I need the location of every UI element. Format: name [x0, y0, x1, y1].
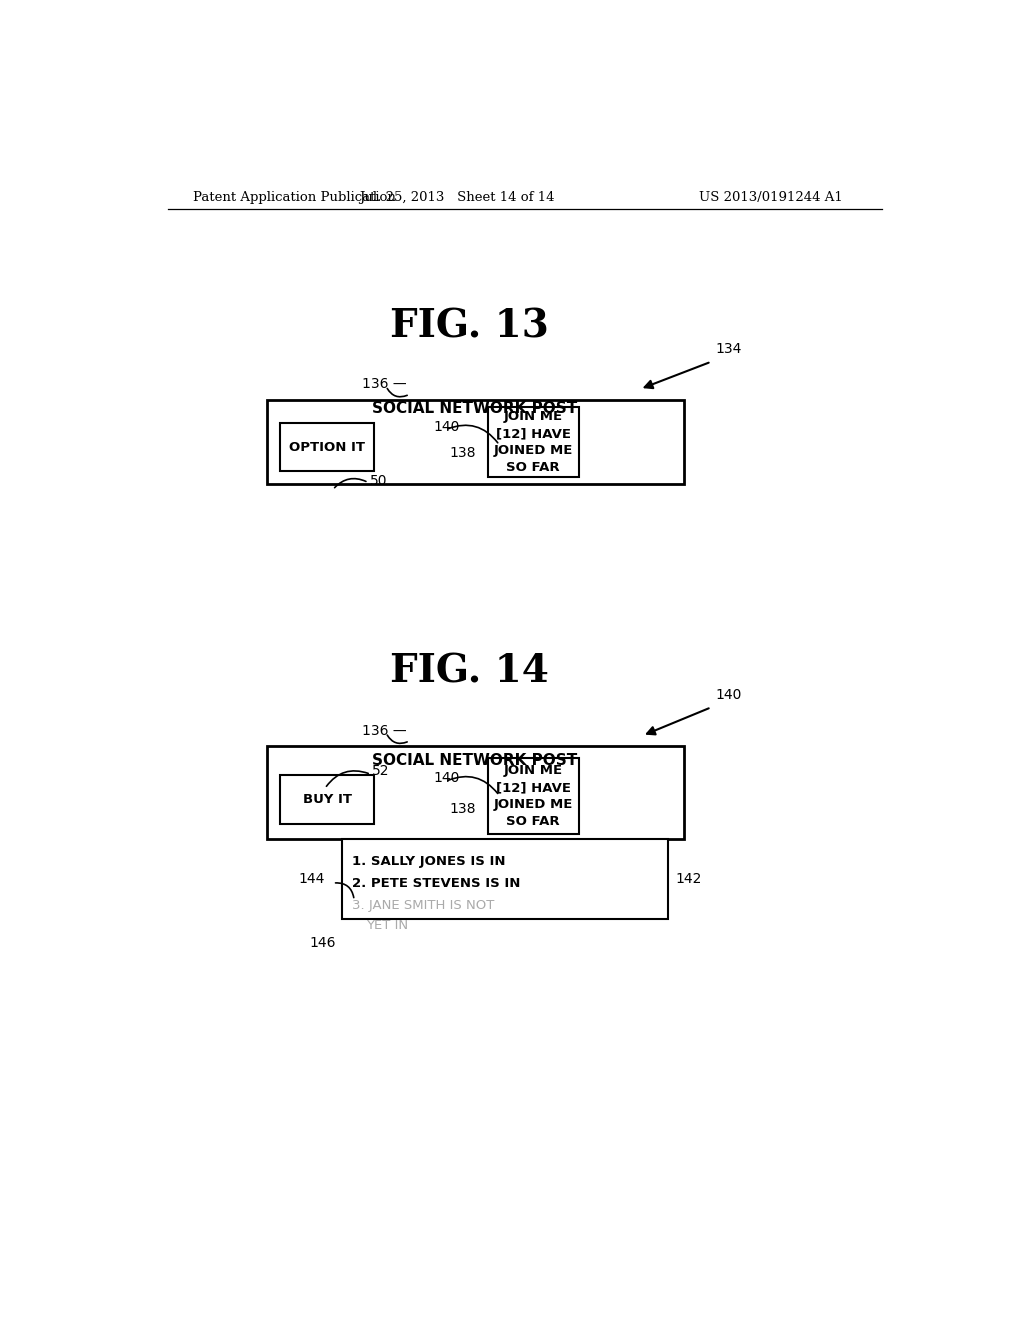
Text: 142: 142	[676, 873, 702, 886]
Text: 2. PETE STEVENS IS IN: 2. PETE STEVENS IS IN	[352, 876, 520, 890]
Bar	[342, 840, 668, 919]
Text: 144: 144	[298, 873, 325, 886]
Text: JOIN ME
[12] HAVE
JOINED ME
SO FAR: JOIN ME [12] HAVE JOINED ME SO FAR	[494, 764, 572, 828]
Text: YET IN: YET IN	[367, 919, 409, 932]
Text: 134: 134	[715, 342, 741, 356]
Bar	[281, 422, 374, 471]
Text: 50: 50	[370, 474, 387, 487]
Bar	[487, 408, 579, 477]
Text: OPTION IT: OPTION IT	[289, 441, 366, 454]
Bar	[267, 400, 684, 483]
Text: 1. SALLY JONES IS IN: 1. SALLY JONES IS IN	[352, 854, 505, 867]
Text: 3. JANE SMITH IS NOT: 3. JANE SMITH IS NOT	[352, 899, 495, 912]
Text: 136 —: 136 —	[362, 723, 407, 738]
Text: FIG. 14: FIG. 14	[390, 652, 549, 690]
Text: BUY IT: BUY IT	[303, 793, 351, 807]
Text: JOIN ME
[12] HAVE
JOINED ME
SO FAR: JOIN ME [12] HAVE JOINED ME SO FAR	[494, 411, 572, 474]
Bar	[267, 746, 684, 840]
Text: 138: 138	[450, 801, 476, 816]
Text: US 2013/0191244 A1: US 2013/0191244 A1	[699, 190, 843, 203]
Text: 146: 146	[309, 936, 336, 950]
Bar	[281, 775, 374, 824]
Text: 52: 52	[373, 764, 390, 779]
Text: 136 —: 136 —	[362, 378, 407, 391]
Text: FIG. 13: FIG. 13	[390, 308, 549, 345]
Text: SOCIAL NETWORK POST: SOCIAL NETWORK POST	[372, 752, 578, 768]
Text: Patent Application Publication: Patent Application Publication	[194, 190, 396, 203]
Bar	[487, 758, 579, 834]
Text: SOCIAL NETWORK POST: SOCIAL NETWORK POST	[372, 401, 578, 416]
Text: 140: 140	[433, 420, 460, 434]
Text: 140: 140	[715, 688, 741, 702]
Text: 140: 140	[433, 771, 460, 785]
Text: 138: 138	[450, 446, 476, 461]
Text: Jul. 25, 2013   Sheet 14 of 14: Jul. 25, 2013 Sheet 14 of 14	[359, 190, 555, 203]
